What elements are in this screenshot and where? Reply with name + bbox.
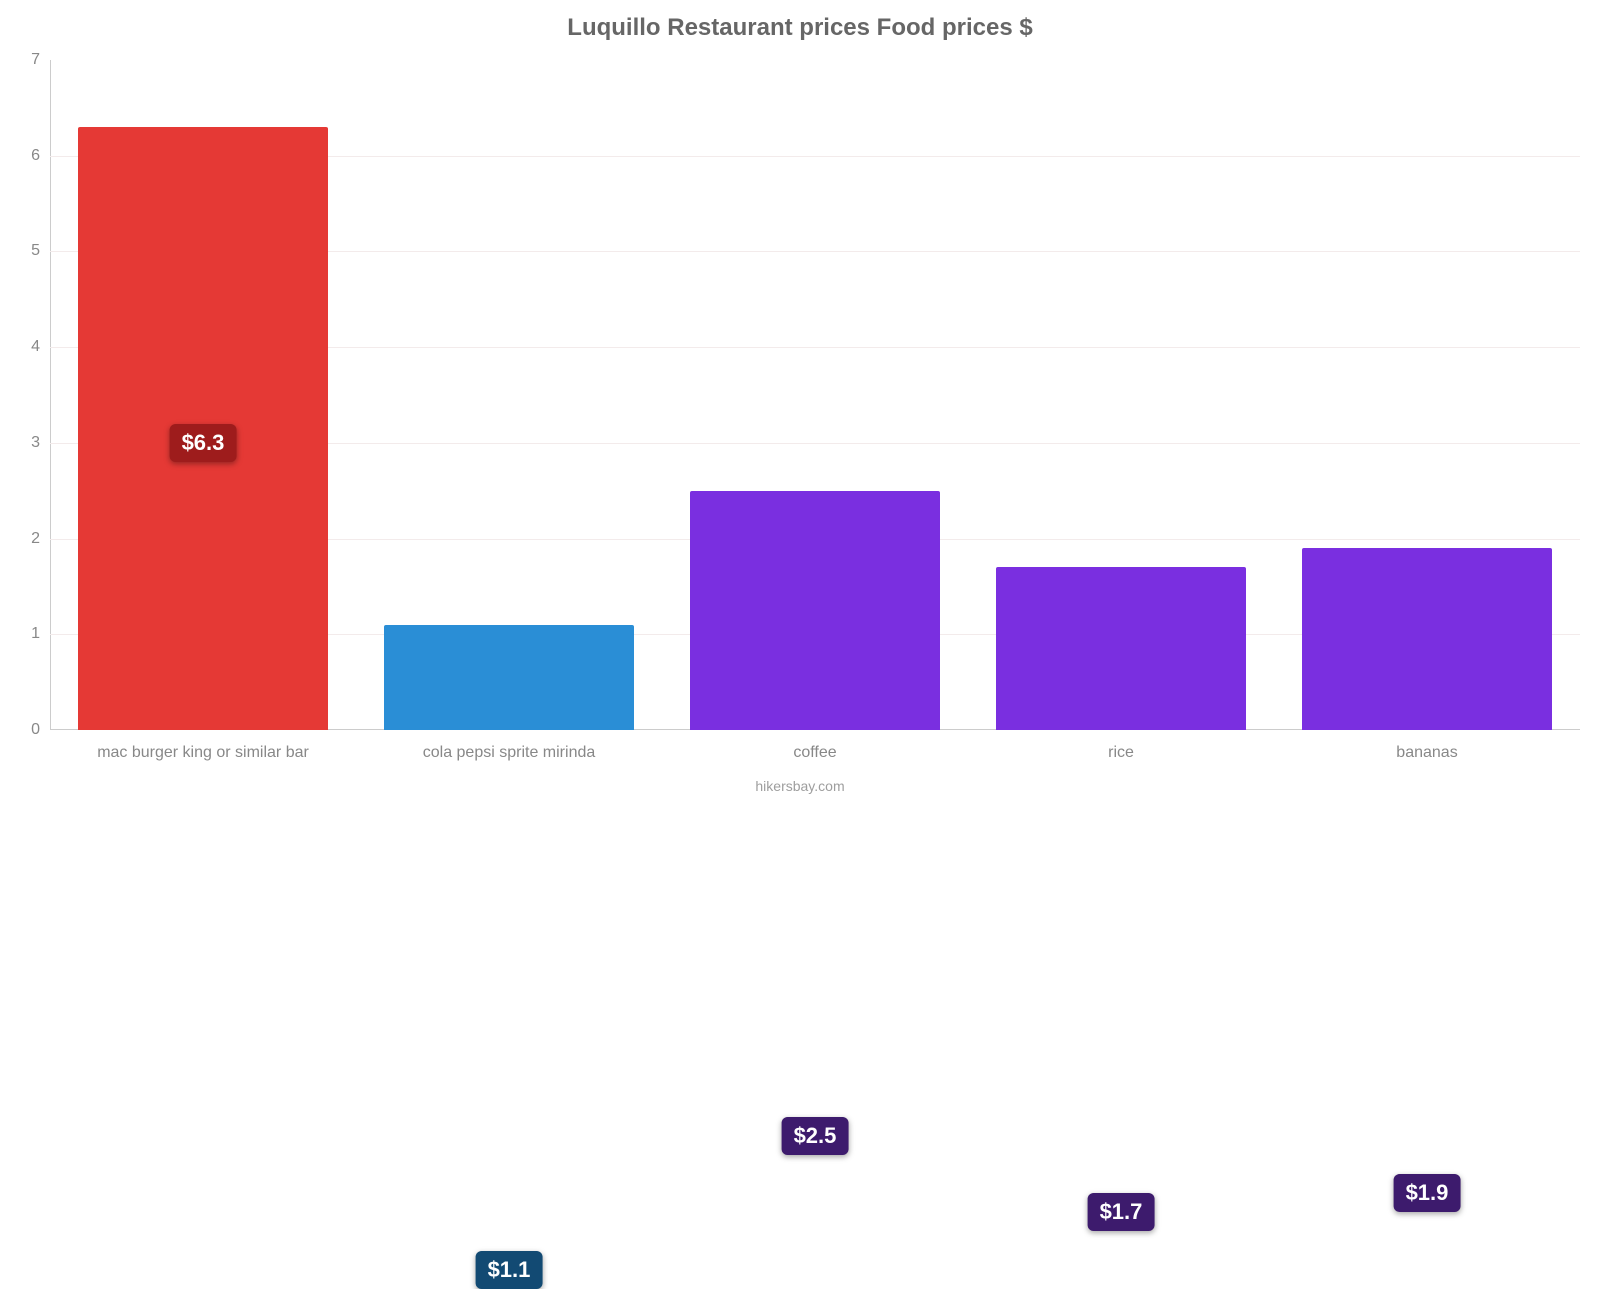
chart-source: hikersbay.com [0,778,1600,794]
y-tick-label: 3 [31,434,50,452]
y-tick-label: 1 [31,625,50,643]
y-tick-label: 5 [31,242,50,260]
x-tick-label: mac burger king or similar bar [97,730,309,762]
bar: $1.7 [996,567,1247,730]
bar: $1.9 [1302,548,1553,730]
bar: $2.5 [690,491,941,730]
y-tick-label: 7 [31,51,50,69]
x-tick-label: bananas [1396,730,1457,762]
bar-value-label: $6.3 [170,424,237,462]
y-axis-line [50,60,51,730]
y-tick-label: 2 [31,530,50,548]
price-bar-chart: Luquillo Restaurant prices Food prices $… [0,0,1600,800]
y-tick-label: 6 [31,147,50,165]
bar: $6.3 [78,127,329,730]
bar-value-label: $1.1 [476,1251,543,1289]
y-tick-label: 0 [31,721,50,739]
bar-value-label: $1.9 [1394,1174,1461,1212]
x-tick-label: cola pepsi sprite mirinda [423,730,596,762]
y-tick-label: 4 [31,338,50,356]
x-tick-label: rice [1108,730,1134,762]
x-tick-label: coffee [793,730,836,762]
bar-value-label: $1.7 [1088,1193,1155,1231]
plot-area: 01234567$6.3mac burger king or similar b… [50,60,1580,730]
bar-value-label: $2.5 [782,1117,849,1155]
chart-title: Luquillo Restaurant prices Food prices $ [0,14,1600,42]
bar: $1.1 [384,625,635,730]
